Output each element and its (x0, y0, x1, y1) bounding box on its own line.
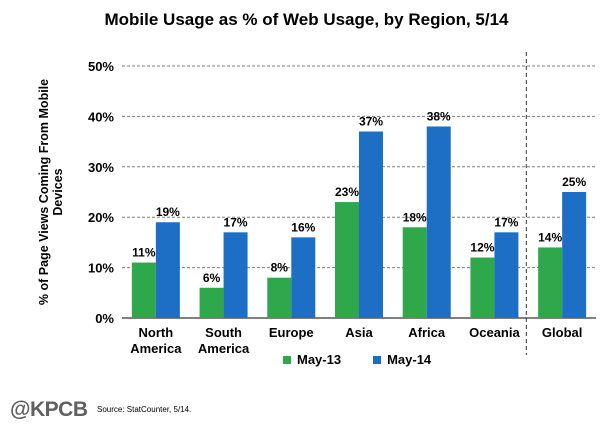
bar-may-14-oceania (494, 232, 519, 318)
x-tick-label: Asia (345, 325, 373, 340)
y-tick-label: 0% (95, 311, 114, 326)
y-axis-label: % of Page Views Coming From MobileDevice… (37, 79, 65, 305)
data-label-may-14-europe: 16% (291, 220, 315, 234)
bar-may-13-asia (335, 202, 359, 318)
x-tick-label: South (205, 325, 242, 340)
x-tick-label: North (139, 325, 174, 340)
bar-may-14-south-america (223, 232, 248, 318)
y-tick-label: 50% (88, 59, 114, 74)
x-tick-label: Europe (269, 325, 314, 340)
data-label-may-13-europe: 8% (271, 261, 289, 275)
y-tick-label: 20% (88, 210, 114, 225)
legend-label-may-14: May-14 (387, 352, 432, 367)
legend-item-may-14: May-14 (373, 352, 431, 367)
source-note: Source: StatCounter, 5/14. (97, 405, 192, 414)
bar-may-13-africa (402, 227, 427, 318)
data-label-may-14-africa: 38% (427, 109, 451, 123)
bar-may-14-europe (291, 237, 316, 318)
bar-may-14-north-america (155, 222, 180, 318)
data-label-may-14-south-america: 17% (224, 215, 248, 229)
bar-may-13-europe (267, 277, 292, 318)
data-label-may-13-oceania: 12% (470, 241, 494, 255)
legend-label-may-13: May-13 (297, 352, 342, 367)
bar-may-13-oceania (470, 257, 495, 318)
bar-may-14-global (562, 192, 587, 318)
legend-item-may-13: May-13 (283, 352, 341, 367)
y-tick-label: 30% (88, 160, 114, 175)
x-tick-label: America (198, 341, 250, 356)
y-tick-label: 40% (88, 109, 114, 124)
bar-may-13-north-america (131, 262, 156, 318)
x-tick-label: Oceania (469, 325, 520, 340)
y-tick-label: 10% (88, 261, 114, 276)
bar-may-14-africa (426, 126, 451, 318)
data-label-may-14-global: 25% (562, 175, 586, 189)
data-label-may-13-africa: 18% (403, 210, 427, 224)
data-label-may-13-north-america: 11% (132, 246, 156, 260)
data-label-may-14-asia: 37% (359, 115, 383, 129)
bar-may-13-global (538, 247, 563, 318)
legend: May-13 May-14 (283, 352, 463, 367)
x-tick-label: Global (542, 325, 582, 340)
legend-swatch-may-13 (283, 355, 291, 364)
bar-may-14-asia (359, 131, 383, 318)
data-label-may-13-south-america: 6% (203, 271, 221, 285)
data-label-may-13-global: 14% (538, 230, 562, 244)
x-tick-label: America (130, 341, 182, 356)
data-label-may-13-asia: 23% (335, 185, 359, 199)
data-label-may-14-oceania: 17% (494, 215, 518, 229)
legend-swatch-may-14 (373, 355, 382, 364)
bar-may-13-south-america (199, 287, 224, 318)
x-tick-label: Africa (408, 325, 446, 340)
brand-logo: @KPCB (10, 398, 88, 421)
chart-title: Mobile Usage as % of Web Usage, by Regio… (104, 10, 509, 29)
data-label-may-14-north-america: 19% (156, 205, 180, 219)
